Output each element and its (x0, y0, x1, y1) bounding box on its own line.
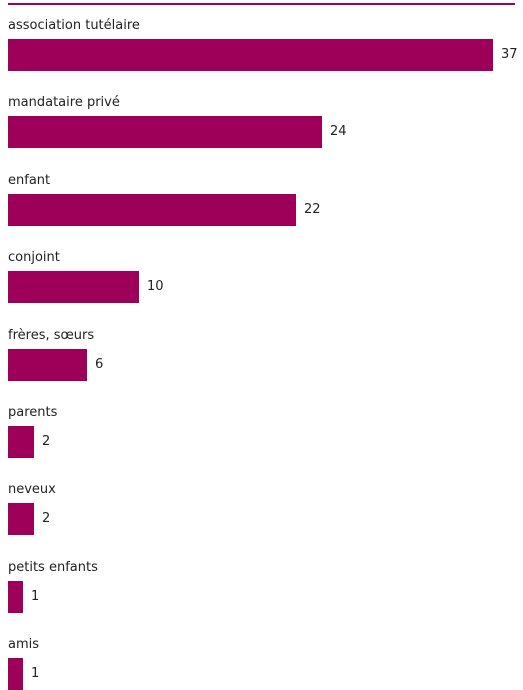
category-label: petits enfants (8, 560, 98, 575)
bar (8, 503, 34, 535)
bar (8, 116, 322, 148)
value-label: 10 (147, 279, 164, 294)
category-label: frères, sœurs (8, 328, 95, 343)
category-label: amis (8, 637, 40, 652)
category-label: enfant (8, 173, 51, 188)
bar (8, 581, 23, 613)
value-label: 6 (95, 357, 104, 372)
value-label: 22 (304, 202, 321, 217)
category-label: association tutélaire (8, 18, 140, 33)
value-label: 2 (42, 511, 51, 526)
value-label: 37 (501, 47, 518, 62)
bar (8, 39, 493, 71)
value-label: 1 (31, 666, 40, 681)
bar (8, 658, 23, 690)
bar (8, 194, 296, 226)
category-label: neveux (8, 482, 56, 497)
bar (8, 271, 139, 303)
category-label: mandataire privé (8, 95, 120, 110)
value-label: 2 (42, 434, 51, 449)
category-label: parents (8, 405, 58, 420)
top-rule (8, 3, 515, 5)
category-label: conjoint (8, 250, 60, 265)
bar (8, 349, 87, 381)
value-label: 24 (330, 124, 347, 139)
bar (8, 426, 34, 458)
value-label: 1 (31, 589, 40, 604)
